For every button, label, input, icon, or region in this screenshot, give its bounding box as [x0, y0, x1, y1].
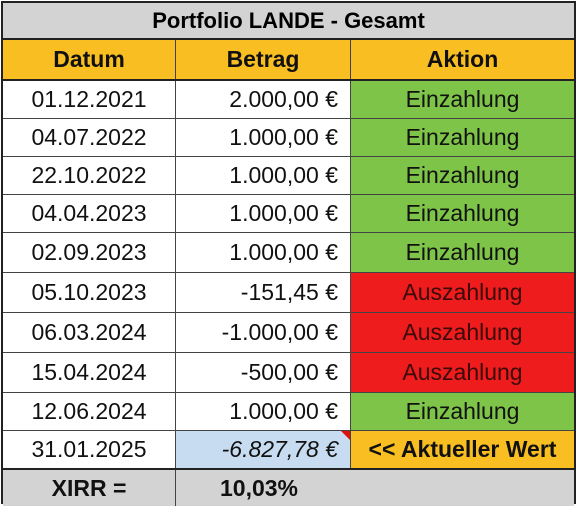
table-row: 04.07.2022 1.000,00 € Einzahlung — [3, 119, 574, 157]
xirr-empty-cell[interactable] — [351, 470, 574, 506]
header-row: Datum Betrag Aktion — [3, 40, 574, 81]
date-cell[interactable]: 04.04.2023 — [3, 195, 176, 232]
amount-cell[interactable]: 1.000,00 € — [176, 157, 351, 194]
amount-cell[interactable]: 1.000,00 € — [176, 195, 351, 232]
table-row: 15.04.2024 -500,00 € Auszahlung — [3, 353, 574, 393]
amount-cell[interactable]: 1.000,00 € — [176, 119, 351, 156]
table-row: 02.09.2023 1.000,00 € Einzahlung — [3, 233, 574, 273]
amount-cell[interactable]: -500,00 € — [176, 353, 351, 392]
amount-cell[interactable]: -1.000,00 € — [176, 313, 351, 352]
date-cell[interactable]: 01.12.2021 — [3, 81, 176, 118]
action-cell-withdrawal[interactable]: Auszahlung — [351, 353, 574, 392]
current-amount-cell[interactable]: -6.827,78 € — [176, 431, 351, 468]
action-cell-deposit[interactable]: Einzahlung — [351, 233, 574, 272]
amount-cell[interactable]: 1.000,00 € — [176, 233, 351, 272]
header-action[interactable]: Aktion — [426, 46, 499, 72]
comment-indicator-icon — [341, 431, 350, 440]
action-cell-deposit[interactable]: Einzahlung — [351, 393, 574, 430]
date-cell[interactable]: 04.07.2022 — [3, 119, 176, 156]
date-cell[interactable]: 22.10.2022 — [3, 157, 176, 194]
amount-cell[interactable]: -151,45 € — [176, 273, 351, 312]
current-date-cell[interactable]: 31.01.2025 — [3, 431, 176, 468]
date-cell[interactable]: 05.10.2023 — [3, 273, 176, 312]
header-amount[interactable]: Betrag — [176, 40, 351, 79]
table-row: 01.12.2021 2.000,00 € Einzahlung — [3, 81, 574, 119]
date-cell[interactable]: 15.04.2024 — [3, 353, 176, 392]
amount-cell[interactable]: 1.000,00 € — [176, 393, 351, 430]
xirr-value[interactable]: 10,03% — [220, 474, 299, 501]
xirr-label[interactable]: XIRR = — [3, 470, 176, 506]
current-value-row: 31.01.2025 -6.827,78 € << Aktueller Wert — [3, 431, 574, 470]
current-value-label[interactable]: << Aktueller Wert — [351, 431, 574, 468]
action-cell-withdrawal[interactable]: Auszahlung — [351, 273, 574, 312]
amount-cell[interactable]: 2.000,00 € — [176, 81, 351, 118]
action-cell-deposit[interactable]: Einzahlung — [351, 195, 574, 232]
table-title[interactable]: Portfolio LANDE - Gesamt — [152, 7, 425, 33]
action-cell-deposit[interactable]: Einzahlung — [351, 157, 574, 194]
date-cell[interactable]: 12.06.2024 — [3, 393, 176, 430]
table-row: 12.06.2024 1.000,00 € Einzahlung — [3, 393, 574, 431]
date-cell[interactable]: 02.09.2023 — [3, 233, 176, 272]
header-date[interactable]: Datum — [3, 40, 176, 79]
action-cell-deposit[interactable]: Einzahlung — [351, 119, 574, 156]
table-row: 05.10.2023 -151,45 € Auszahlung — [3, 273, 574, 313]
action-cell-withdrawal[interactable]: Auszahlung — [351, 313, 574, 352]
table-row: 06.03.2024 -1.000,00 € Auszahlung — [3, 313, 574, 353]
current-amount-text: -6.827,78 € — [221, 436, 338, 462]
table-row: 22.10.2022 1.000,00 € Einzahlung — [3, 157, 574, 195]
date-cell[interactable]: 06.03.2024 — [3, 313, 176, 352]
table-row: 04.04.2023 1.000,00 € Einzahlung — [3, 195, 574, 233]
action-cell-deposit[interactable]: Einzahlung — [351, 81, 574, 118]
xirr-row: XIRR = 10,03% — [3, 470, 574, 506]
title-row: Portfolio LANDE - Gesamt — [3, 3, 574, 40]
